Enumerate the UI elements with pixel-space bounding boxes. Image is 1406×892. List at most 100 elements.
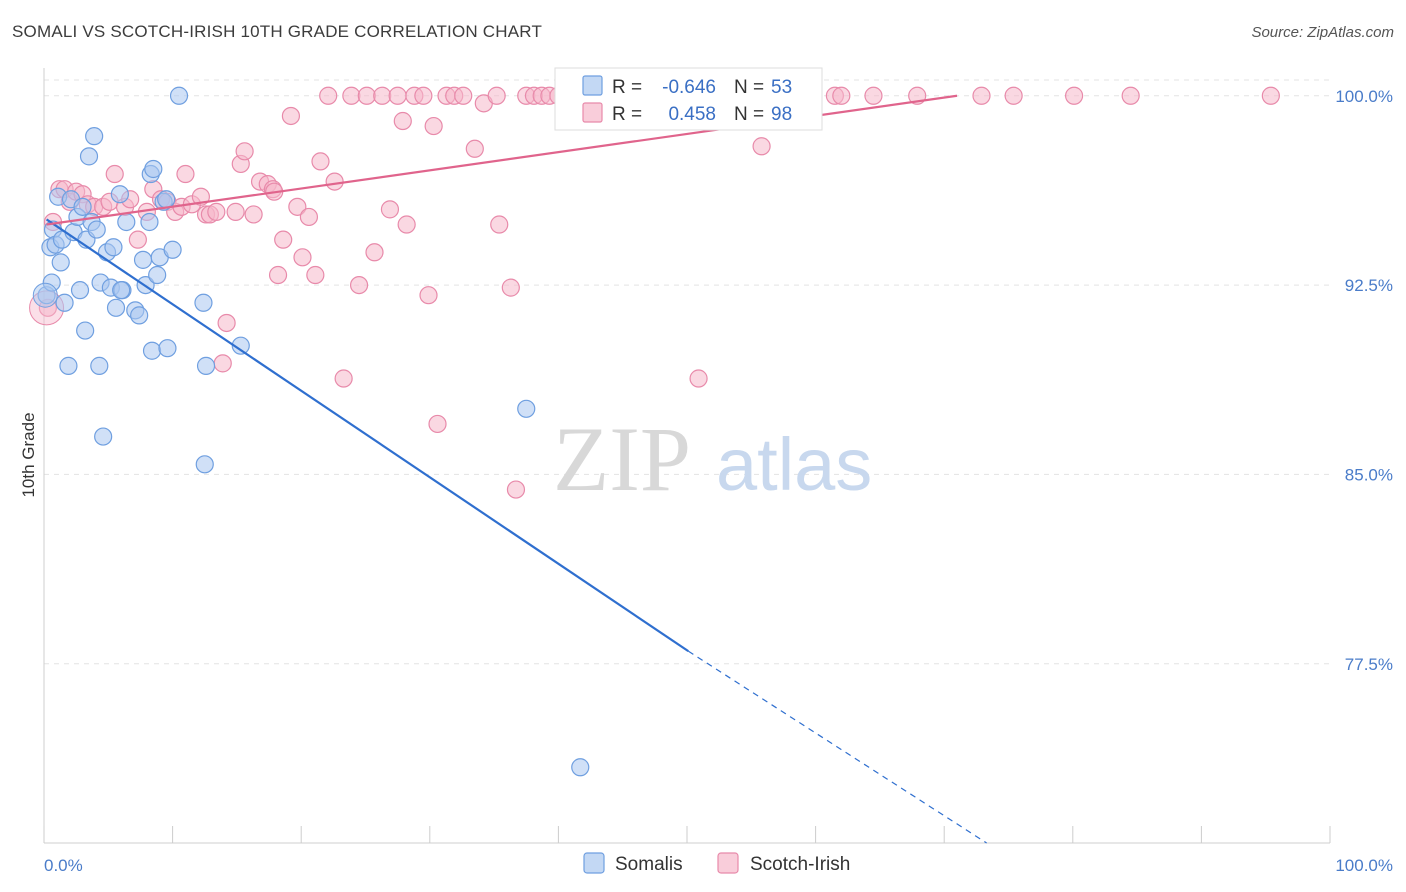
scotch-irish-point — [373, 86, 392, 105]
stats-n-value-somalis: 53 — [771, 77, 792, 98]
scotch-irish-point — [397, 215, 416, 234]
scotch-irish-point — [501, 278, 520, 297]
somalis-cluster — [32, 282, 58, 308]
scotch-irish-point — [244, 205, 263, 224]
scotch-irish-point — [424, 116, 443, 136]
scotch-irish-point — [490, 215, 509, 234]
scotch-irish-point — [299, 207, 319, 227]
x-tick-label-min: 0.0% — [44, 856, 83, 875]
stats-n-label-scotch-irish: N = — [734, 104, 764, 125]
somalis-point — [163, 240, 182, 259]
somalis-point — [517, 399, 536, 418]
scotch-irish-point — [419, 286, 438, 305]
somalis-trend-line — [45, 218, 689, 653]
somalis-point — [196, 356, 216, 375]
somalis-point — [110, 185, 129, 204]
somalis-point — [70, 281, 90, 300]
somalis-point — [55, 293, 74, 312]
chart-title: SOMALI VS SCOTCH-IRISH 10TH GRADE CORREL… — [12, 22, 543, 41]
stats-n-value-scotch-irish: 98 — [771, 104, 792, 125]
legend-swatch-somalis — [583, 852, 605, 874]
scotch-irish-point — [235, 142, 254, 161]
stats-swatch-somalis — [582, 75, 603, 96]
stats-r-value-somalis: -0.646 — [662, 77, 716, 98]
scotch-irish-point — [281, 106, 301, 126]
y-tick-label: 92.5% — [1345, 276, 1393, 295]
scotch-irish-point — [311, 152, 330, 171]
somalis-point — [87, 220, 106, 239]
scotch-irish-point — [349, 276, 369, 295]
somalis-point — [106, 298, 126, 317]
stats-swatch-scotch-irish — [582, 102, 603, 123]
y-tick-labels: 77.5% 85.0% 92.5% 100.0% — [1335, 87, 1393, 674]
somalis-point — [117, 212, 136, 232]
scotch-irish-point — [365, 243, 384, 262]
scotch-irish-point — [128, 230, 147, 249]
somalis-point — [85, 127, 104, 146]
y-tick-label: 85.0% — [1345, 465, 1393, 484]
watermark-zip: ZIP — [553, 408, 691, 510]
scotch-irish-point — [1121, 86, 1140, 105]
source-credit: Source: ZipAtlas.com — [1251, 24, 1394, 41]
series-legend: Somalis Scotch-Irish — [583, 852, 850, 875]
scotch-irish-point — [1004, 86, 1023, 105]
scotch-irish-point — [357, 86, 376, 105]
somalis-point — [94, 427, 113, 446]
somalis-point — [130, 306, 149, 325]
watermark-atlas: atlas — [716, 423, 872, 506]
scotch-irish-point — [832, 86, 851, 105]
somalis-point — [169, 86, 189, 105]
somalis-point — [59, 356, 78, 375]
somalis-point — [195, 455, 214, 474]
somalis-point — [148, 265, 167, 285]
scotch-irish-point — [319, 86, 338, 105]
scotch-irish-point — [689, 369, 708, 388]
somalis-point — [104, 238, 123, 257]
scotch-irish-point — [506, 480, 526, 499]
y-tick-label: 100.0% — [1335, 87, 1393, 106]
scotch-irish-point — [388, 86, 407, 105]
somalis-point — [73, 197, 92, 216]
scotch-irish-point — [268, 265, 288, 285]
somalis-point — [76, 321, 95, 340]
scotch-irish-point — [1064, 86, 1084, 105]
scotch-irish-point — [226, 202, 245, 221]
somalis-point — [79, 147, 99, 166]
scotch-irish-point — [213, 354, 232, 373]
scotch-irish-point — [414, 86, 433, 105]
scotch-irish-point — [334, 369, 353, 388]
stats-r-value-scotch-irish: 0.458 — [668, 104, 716, 125]
somalis-point — [140, 212, 159, 232]
x-tick-label-max: 100.0% — [1335, 856, 1393, 875]
somalis-point — [157, 190, 176, 209]
scotch-irish-point — [105, 164, 124, 184]
scotch-irish-point — [325, 172, 344, 191]
scotch-irish-point — [864, 86, 883, 105]
somalis-point — [142, 341, 162, 360]
scotch-irish-point — [288, 197, 307, 216]
somalis-point — [194, 293, 213, 312]
scotch-irish-point — [293, 248, 312, 267]
scotch-irish-point — [176, 164, 195, 184]
scotch-irish-point — [972, 86, 991, 105]
y-tick-label: 77.5% — [1345, 655, 1393, 674]
stats-r-label-somalis: R = — [612, 77, 642, 98]
scotch-irish-point — [207, 202, 226, 221]
series-somalis-points — [32, 86, 590, 777]
scotch-irish-point — [465, 139, 484, 158]
somalis-point — [571, 758, 590, 777]
scotch-irish-point — [428, 414, 447, 434]
scotch-irish-point — [217, 313, 236, 333]
somalis-trend-extension — [687, 650, 987, 844]
somalis-point — [112, 281, 131, 300]
scotch-irish-point — [454, 86, 473, 105]
legend-swatch-scotch-irish — [717, 852, 739, 874]
scotch-irish-point — [380, 200, 400, 219]
x-ticks — [43, 826, 1331, 843]
stats-legend: R = -0.646 N = 53 R = 0.458 N = 98 — [554, 67, 823, 131]
scotch-irish-point — [393, 111, 412, 131]
scotch-irish-point — [342, 86, 361, 105]
scotch-irish-point — [274, 230, 293, 249]
watermark: ZIP atlas — [553, 408, 872, 510]
